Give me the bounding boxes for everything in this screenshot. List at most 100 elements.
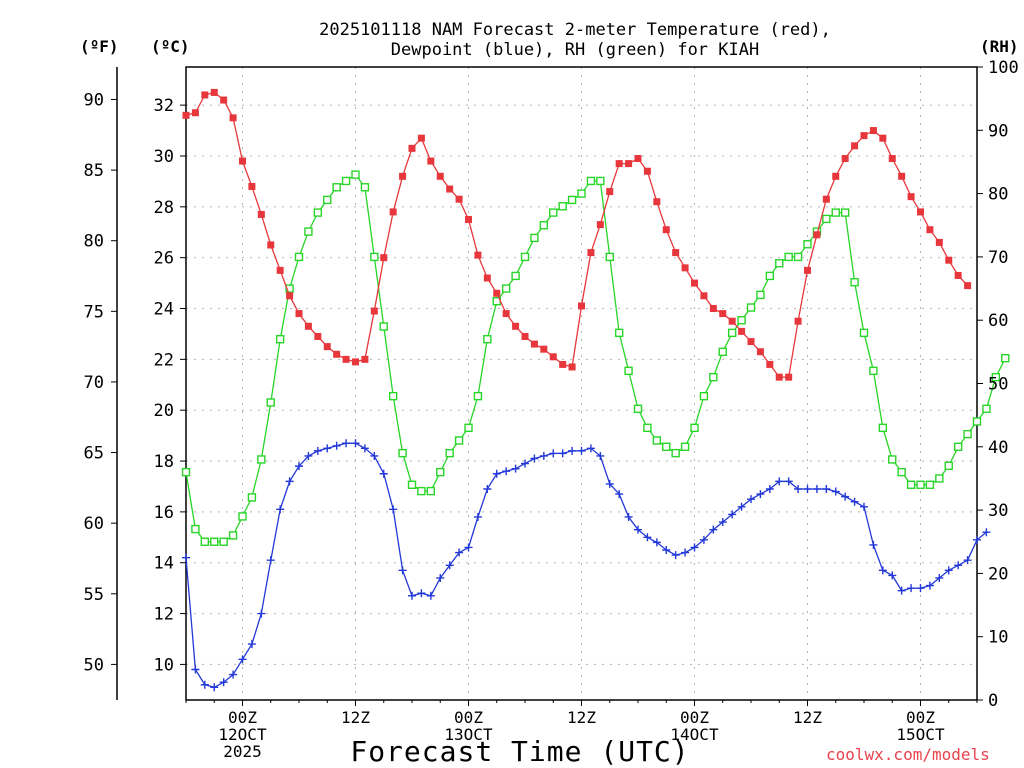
temperature-point	[851, 142, 859, 150]
dewpoint-point	[586, 444, 595, 453]
temperature-point	[643, 167, 651, 175]
temperature-point	[860, 132, 868, 140]
rh-point	[840, 208, 850, 217]
dewpoint-point	[539, 451, 548, 460]
temperature-point	[841, 155, 849, 163]
temperature-point	[201, 91, 209, 99]
fahrenheit-tick-label: 90	[84, 90, 104, 110]
rh-series	[181, 170, 1010, 546]
rh-point	[360, 183, 370, 192]
rh-point	[709, 372, 718, 382]
rh-point	[963, 429, 972, 439]
dewpoint-point	[681, 548, 690, 557]
temperature-point	[286, 292, 294, 300]
dewpoint-point	[502, 467, 511, 476]
rh-tick-label: 0	[988, 691, 998, 711]
dewpoint-point	[360, 444, 369, 453]
fahrenheit-tick-label: 70	[84, 373, 104, 393]
rh-tick-label: 30	[988, 501, 1008, 521]
temperature-point	[634, 155, 642, 163]
dewpoint-point	[276, 505, 285, 514]
celsius-tick-label: 28	[154, 198, 174, 218]
dewpoint-point	[888, 571, 897, 580]
rh-point	[662, 442, 671, 451]
temperature-point	[709, 305, 717, 313]
tick-labels: 10 12 14 16 18 20 22 24 26 28 30 32 50 55 60 65 70 75 80 85…	[84, 58, 1019, 761]
dewpoint-point	[737, 502, 746, 511]
dewpoint-point	[389, 505, 398, 514]
dewpoint-point	[963, 556, 972, 565]
x-axis-title: Forecast Time (UTC)	[350, 735, 690, 768]
temperature-point	[248, 182, 256, 190]
rh-point	[793, 252, 803, 262]
rh-point	[473, 391, 483, 401]
dewpoint-point	[596, 451, 605, 460]
dewpoint-point	[907, 584, 916, 593]
rh-point	[238, 512, 247, 521]
rh-point	[916, 480, 925, 489]
dewpoint-point	[982, 528, 991, 537]
x-tick-label: 12OCT	[218, 725, 267, 744]
source-credit: coolwx.com/models	[826, 745, 990, 764]
rh-point	[247, 493, 257, 502]
temperature-point	[794, 317, 802, 325]
dewpoint-point	[954, 561, 963, 570]
dewpoint-point	[558, 449, 567, 458]
dewpoint-point	[238, 655, 247, 664]
dewpoint-point	[417, 589, 426, 598]
rh-point	[850, 278, 859, 287]
rh-tick-label: 50	[988, 375, 1008, 395]
celsius-tick-label: 20	[154, 401, 174, 421]
temperature-point	[747, 338, 755, 346]
rh-point	[605, 252, 614, 262]
rh-point	[275, 334, 285, 344]
dewpoint-point	[775, 477, 784, 486]
temperature-point	[832, 172, 840, 180]
dewpoint-point	[690, 543, 699, 552]
dewpoint-point	[219, 678, 228, 687]
rh-point	[784, 252, 793, 262]
temperature-point	[662, 226, 670, 234]
rh-point	[991, 372, 1001, 382]
rh-tick-label: 100	[988, 58, 1019, 78]
temperature-series	[182, 88, 972, 381]
dewpoint-point	[652, 538, 661, 547]
rh-point	[304, 227, 313, 236]
rh-point	[228, 531, 238, 540]
dewpoint-point	[549, 449, 558, 458]
rh-point	[897, 467, 906, 477]
temperature-point	[625, 160, 633, 168]
rh-tick-label: 10	[988, 628, 1008, 648]
dewpoint-point	[605, 479, 614, 488]
rh-tick-label: 90	[988, 121, 1008, 141]
dewpoint-point	[728, 510, 737, 519]
temperature-point	[578, 302, 585, 310]
rh-point	[944, 461, 953, 470]
fahrenheit-tick-label: 65	[84, 444, 104, 464]
rh-point	[370, 252, 379, 262]
temperature-point	[389, 208, 397, 216]
temperature-point	[568, 363, 576, 371]
rh-point	[935, 474, 944, 483]
celsius-tick-label: 16	[154, 503, 174, 523]
dewpoint-point	[398, 566, 407, 575]
rh-tick-label: 80	[988, 185, 1008, 205]
rh-point	[379, 322, 388, 331]
rh-point	[633, 404, 643, 414]
dewpoint-point	[577, 446, 586, 455]
dewpoint-point	[643, 533, 652, 542]
rh-point	[323, 195, 332, 205]
rh-point	[426, 486, 436, 496]
rh-point	[831, 208, 840, 217]
temperature-point	[257, 210, 265, 218]
rh-point	[398, 448, 407, 458]
rh-point	[680, 442, 690, 451]
x-tick-label: 00Z	[680, 708, 709, 727]
rh-point	[407, 480, 417, 489]
rh-unit-label: (RH)	[980, 37, 1019, 56]
dewpoint-point	[869, 540, 878, 549]
rh-point	[454, 436, 464, 445]
temperature-point	[408, 144, 416, 152]
temperature-point	[879, 134, 887, 142]
rh-point	[501, 284, 511, 293]
